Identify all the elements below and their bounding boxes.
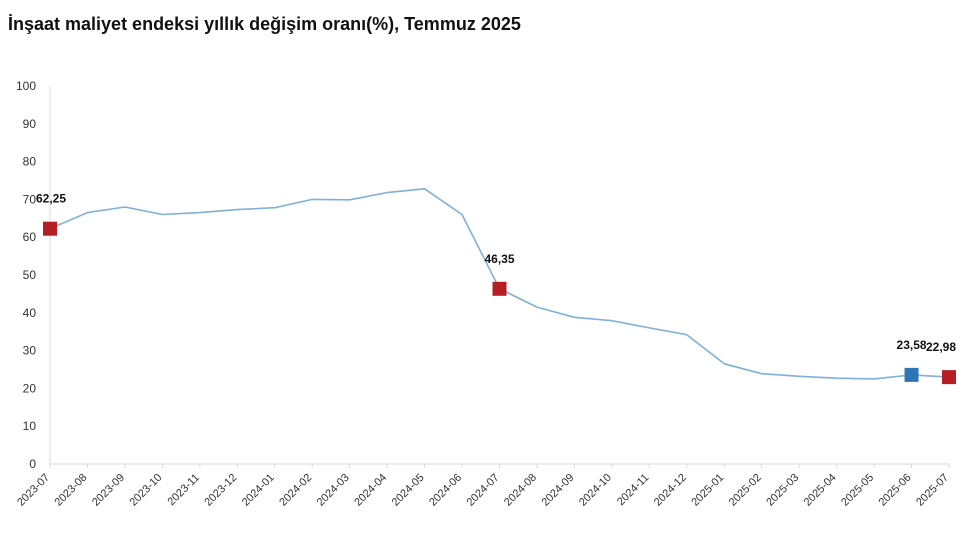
- x-tick-label: 2024-08: [502, 472, 539, 509]
- y-tick-label: 50: [23, 268, 37, 282]
- x-tick-label: 2024-12: [652, 472, 689, 509]
- data-point-marker: [492, 281, 507, 296]
- x-tick-label: 2025-05: [839, 472, 876, 509]
- x-tick-label: 2023-07: [15, 472, 52, 509]
- x-tick-label: 2023-09: [90, 472, 127, 509]
- data-label: 23,58: [897, 338, 927, 352]
- x-tick-label: 2025-01: [689, 472, 726, 509]
- y-tick-label: 70: [23, 192, 37, 206]
- x-tick-label: 2025-04: [802, 472, 839, 509]
- x-tick-label: 2024-01: [240, 472, 277, 509]
- data-label: 22,98: [926, 340, 956, 354]
- y-tick-label: 40: [23, 306, 37, 320]
- y-tick-label: 60: [23, 230, 37, 244]
- y-tick-label: 80: [23, 155, 37, 169]
- x-tick-label: 2024-11: [615, 472, 651, 508]
- data-label: 46,35: [484, 252, 514, 266]
- data-point-marker: [942, 370, 956, 385]
- x-tick-label: 2024-04: [352, 472, 389, 509]
- x-tick-label: 2023-10: [127, 472, 164, 509]
- data-point-marker: [43, 221, 57, 236]
- x-tick-label: 2024-10: [577, 472, 614, 509]
- y-tick-label: 100: [16, 79, 36, 93]
- x-tick-label: 2023-12: [202, 472, 239, 509]
- chart-title: İnşaat maliyet endeksi yıllık değişim or…: [8, 14, 521, 34]
- x-tick-label: 2024-02: [277, 472, 314, 509]
- x-tick-label: 2025-03: [764, 472, 801, 509]
- y-tick-label: 0: [29, 457, 36, 471]
- x-tick-label: 2024-05: [390, 472, 427, 509]
- x-tick-label: 2024-03: [315, 472, 352, 509]
- x-tick-label: 2023-11: [165, 472, 201, 508]
- y-tick-label: 20: [23, 381, 37, 395]
- y-tick-label: 30: [23, 344, 37, 358]
- data-label: 62,25: [36, 192, 66, 206]
- x-tick-label: 2023-08: [53, 472, 90, 509]
- x-tick-label: 2024-06: [427, 472, 464, 509]
- y-tick-label: 10: [23, 419, 37, 433]
- x-tick-label: 2024-09: [540, 472, 577, 509]
- data-point-marker: [904, 367, 919, 382]
- x-tick-label: 2025-07: [914, 472, 951, 509]
- x-tick-label: 2025-02: [727, 472, 764, 509]
- y-tick-label: 90: [23, 117, 37, 131]
- x-tick-label: 2025-06: [877, 472, 914, 509]
- x-tick-label: 2024-07: [465, 472, 502, 509]
